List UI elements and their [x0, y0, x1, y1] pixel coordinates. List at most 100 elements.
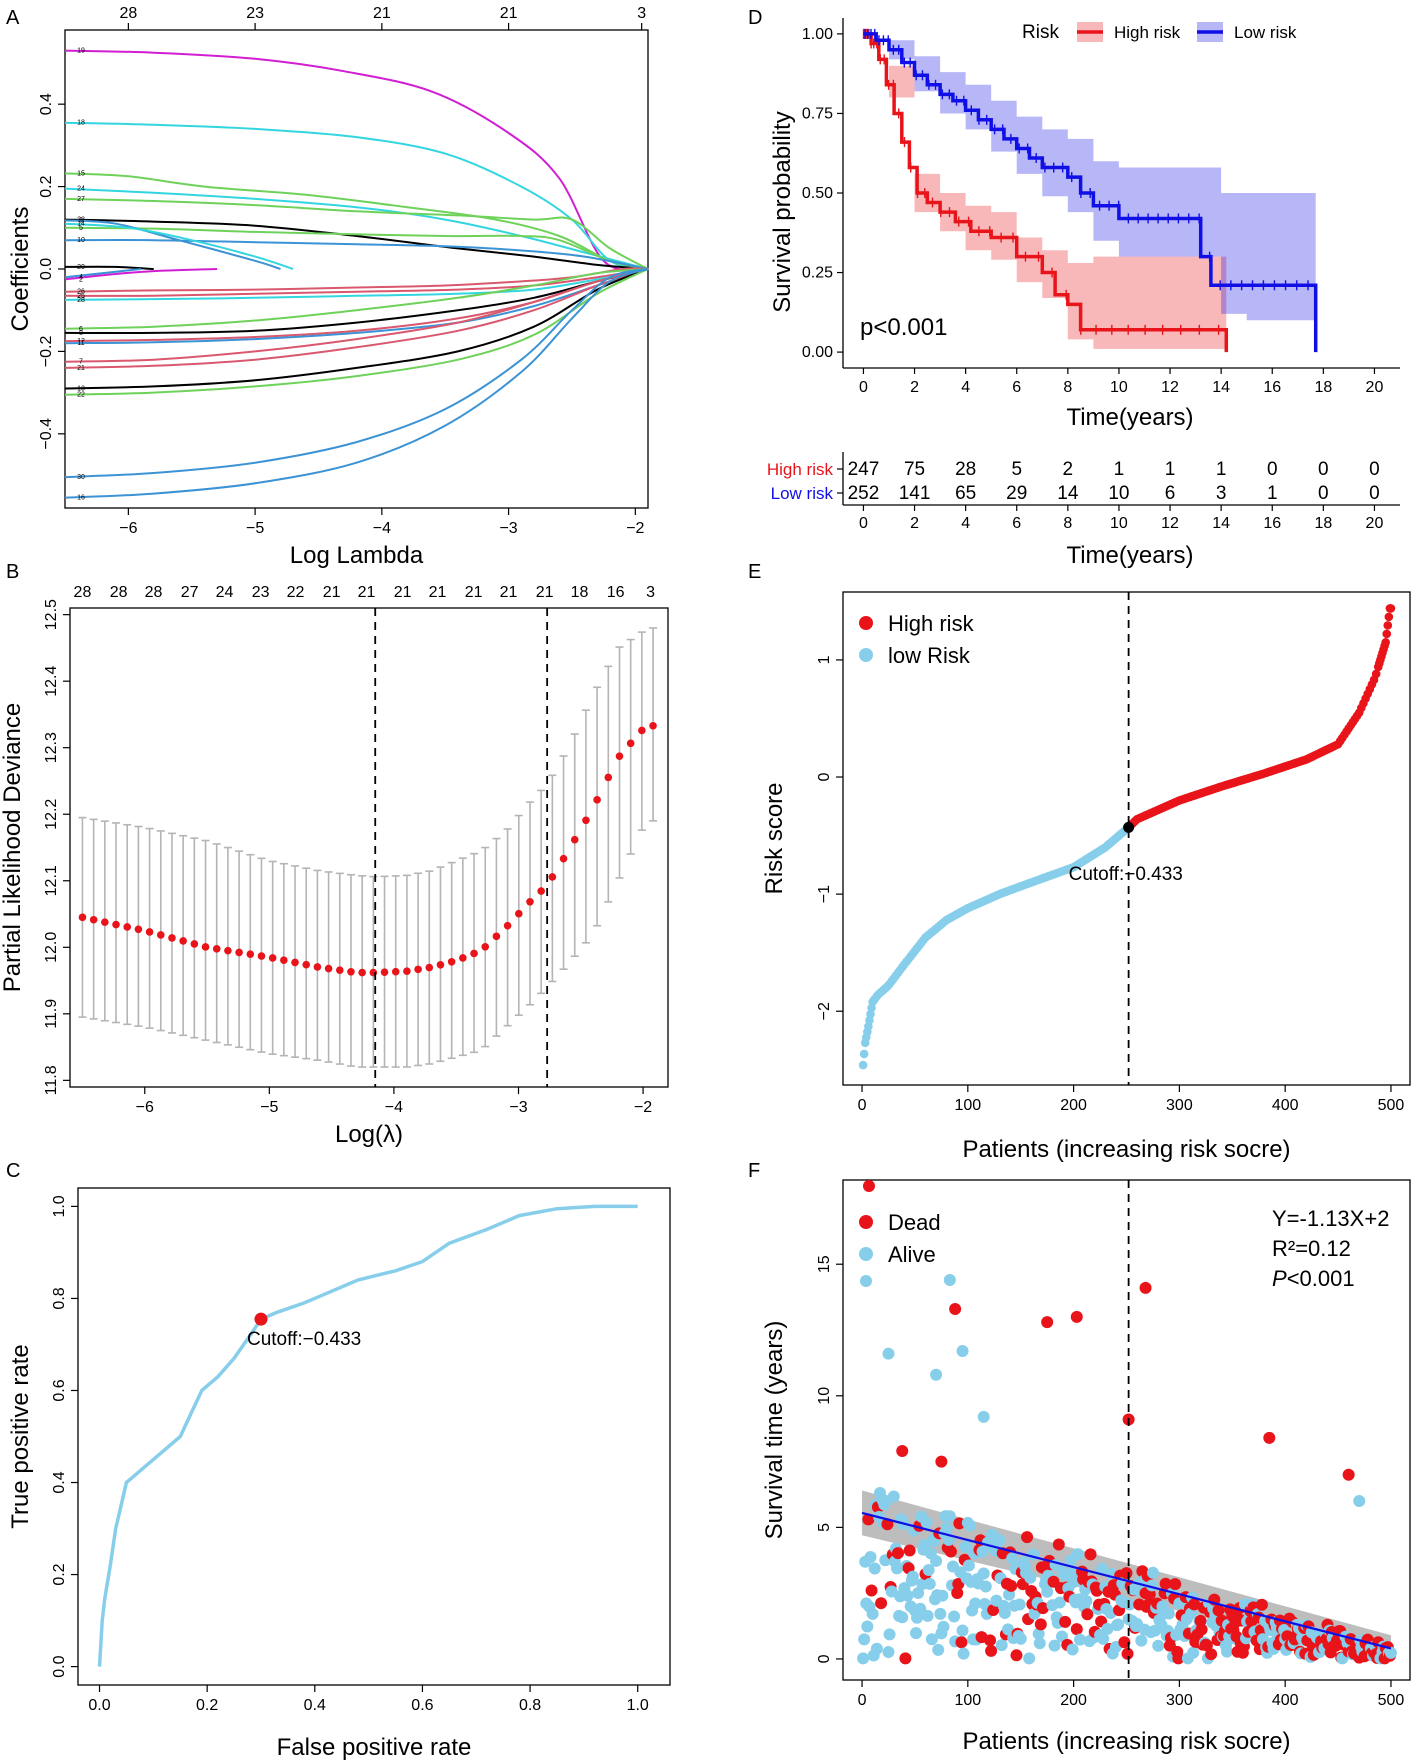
cv-deviance-point [358, 968, 366, 977]
coef-path-23 [64, 218, 649, 270]
coef-label-21: 21 [77, 365, 85, 372]
panel-b-top-tick-label: 21 [429, 584, 447, 601]
risk-table-xtick-label: 14 [1212, 515, 1230, 532]
survival-point-alive [934, 1607, 947, 1620]
survival-point-alive [1024, 1571, 1037, 1584]
risk-table-xtick-label: 10 [1110, 515, 1128, 532]
chart-panel-d: p<0.001 Risk High risk Low risk 0 2 4 6 8 10 12 14 1… [769, 18, 1400, 431]
panel-f-xtick-label: 100 [954, 1692, 981, 1709]
coef-path-15 [64, 172, 649, 270]
survival-point-dead [1139, 1281, 1152, 1294]
survival-point-dead [1036, 1602, 1049, 1615]
survival-point-dead [875, 1597, 888, 1610]
regression-r2: R²=0.12 [1272, 1236, 1351, 1261]
cv-deviance-point [168, 934, 176, 942]
risk-table-count: 247 [848, 459, 880, 480]
panel-f-plot-frame [842, 1179, 1411, 1681]
cv-deviance-point [582, 816, 590, 825]
risk-table-xtick-label: 4 [961, 515, 970, 532]
panel-b-plot-frame [69, 607, 669, 1088]
cv-deviance-point [481, 942, 490, 951]
survival-point-alive [890, 1562, 903, 1575]
coef-label-22: 22 [77, 392, 85, 399]
survival-point-dead [951, 1587, 964, 1600]
panel-d-xtick-label: 14 [1212, 379, 1230, 396]
survival-point-alive [1353, 1495, 1366, 1508]
survival-point-alive [956, 1624, 969, 1637]
survival-point-dead [1159, 1577, 1172, 1590]
panel-b-top-tick-label: 28 [110, 584, 128, 601]
chart-panel-b: −6 −5 −4 −3 −2 11.8 11.9 12.0 12.1 12.2 12.3 12.4 12… [0, 584, 669, 1148]
panel-d-xtick-label: 2 [910, 379, 919, 396]
coef-label-8: 8 [79, 330, 83, 337]
cv-deviance-point [559, 854, 568, 863]
survival-point-dead [1263, 1431, 1276, 1444]
survival-point-alive [901, 1589, 914, 1602]
panel-c-ytick-label: 0.4 [51, 1471, 68, 1493]
cv-deviance-point [447, 958, 456, 966]
survival-point-alive [930, 1368, 943, 1381]
panel-e-xtick-label: 0 [858, 1097, 867, 1114]
survival-point-alive [943, 1510, 956, 1523]
survival-point-dead [1169, 1578, 1182, 1591]
regression-pvalue-value: <0.001 [1287, 1266, 1355, 1291]
risk-table-count: 0 [1318, 459, 1329, 480]
risk-table-count: 141 [899, 483, 931, 504]
panel-c-ytick-label: 0.8 [51, 1287, 68, 1309]
survival-point-dead [1172, 1652, 1185, 1665]
coef-label-2: 2 [79, 276, 83, 283]
coef-label-20: 20 [77, 264, 85, 271]
survival-point-alive [912, 1587, 925, 1600]
panel-e-xtick-label: 400 [1272, 1097, 1299, 1114]
panel-a-ytick-label: −0.4 [38, 418, 55, 450]
risk-table-row-label: Low risk [771, 484, 834, 503]
survival-point-dead [1081, 1608, 1094, 1621]
panel-c-xtick-label: 1.0 [627, 1697, 649, 1714]
cv-deviance-point [537, 887, 545, 895]
cv-deviance-point [156, 931, 165, 939]
survival-point-dead [1034, 1618, 1047, 1631]
survival-point-alive [1073, 1633, 1086, 1646]
panel-b-ytick-label: 12.5 [43, 599, 60, 630]
survival-point-alive [1033, 1637, 1046, 1650]
survival-point-alive [962, 1559, 975, 1572]
panel-c-x-axis-title: False positive rate [277, 1734, 472, 1761]
panel-f-y-axis-title: Survival time (years) [761, 1321, 788, 1540]
panel-a-ytick-label: 0.0 [38, 258, 55, 280]
panel-a-x-axis-title: Log Lambda [290, 542, 424, 569]
survival-point-dead [953, 1517, 966, 1530]
regression-pvalue: P<0.001 [1272, 1266, 1355, 1291]
roc-cutoff-label: Cutoff:−0.433 [247, 1329, 361, 1350]
survival-point-alive [1053, 1596, 1066, 1609]
coef-path-22 [64, 268, 649, 396]
survival-point-alive [1071, 1548, 1084, 1561]
panel-d-xtick-label: 16 [1263, 379, 1281, 396]
coef-label-6: 6 [79, 326, 83, 333]
cv-deviance-point [235, 948, 243, 957]
panel-a-top-tick-label: 3 [637, 5, 646, 22]
cv-deviance-point [414, 965, 422, 974]
panel-c-y-axis-title: True positive rate [7, 1344, 34, 1529]
survival-point-dead [1205, 1648, 1218, 1661]
survival-point-alive [870, 1642, 883, 1655]
coef-label-10: 10 [77, 237, 85, 244]
survival-legend-label-dead: Dead [888, 1210, 941, 1235]
survival-point-dead [952, 1578, 965, 1591]
km-legend-title: Risk [1022, 22, 1059, 43]
survival-point-alive [858, 1633, 871, 1646]
coef-path-6 [64, 268, 649, 330]
survival-legend-marker-dead [859, 1215, 873, 1229]
panel-a-xtick-label: −4 [373, 520, 391, 537]
panel-b-ytick-label: 11.8 [43, 1065, 60, 1095]
survival-point-alive [1097, 1632, 1110, 1645]
survival-point-alive [920, 1516, 933, 1529]
panel-d-ytick-label: 0.00 [802, 344, 833, 361]
panel-b-top-tick-label: 3 [646, 584, 655, 601]
survival-point-dead [896, 1445, 909, 1458]
coef-label-7: 7 [79, 359, 83, 366]
panel-label-a: A [6, 7, 20, 29]
survival-point-dead [1052, 1538, 1065, 1551]
survival-point-alive [937, 1620, 950, 1633]
survival-point-alive [948, 1610, 961, 1623]
